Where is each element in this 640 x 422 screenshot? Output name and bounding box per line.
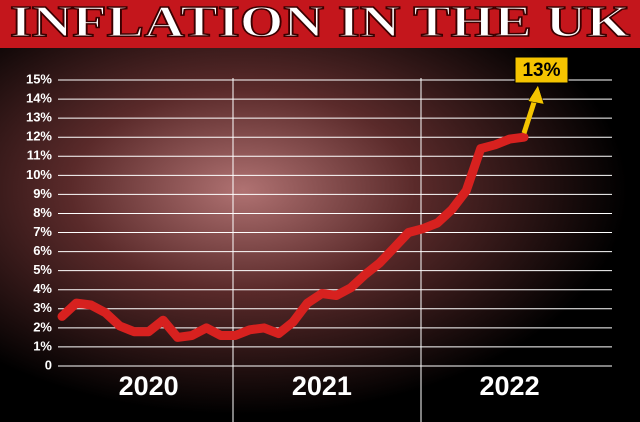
y-tick-label: 10%	[26, 167, 52, 182]
x-tick-label: 2022	[480, 371, 540, 401]
y-tick-label: 14%	[26, 91, 52, 106]
y-tick-label: 4%	[33, 281, 52, 296]
marks: 13%	[57, 56, 569, 342]
annotation-arrowhead	[527, 84, 545, 105]
y-tick-label: 9%	[33, 186, 52, 201]
annotation-box	[514, 56, 569, 84]
x-tick-label: 2021	[292, 371, 352, 401]
y-tick-label: 15%	[26, 71, 52, 86]
y-tick-label: 1%	[33, 338, 52, 353]
y-tick-label: 3%	[33, 300, 52, 315]
x-tick-label: 2020	[119, 371, 179, 401]
y-tick-label: 2%	[33, 319, 52, 334]
y-tick-label: 13%	[26, 110, 52, 125]
title-banner	[0, 0, 640, 48]
y-tick-label: 8%	[33, 205, 52, 220]
y-tick-label: 5%	[33, 262, 52, 277]
y-tick-label: 12%	[26, 129, 52, 144]
y-tick-label: 6%	[33, 243, 52, 258]
inflation-line	[57, 132, 529, 342]
annotation-arrow	[521, 98, 538, 134]
annotation-label: 13%	[522, 60, 560, 81]
y-tick-label: 11%	[27, 148, 53, 163]
y-tick-label: 7%	[33, 224, 52, 239]
chart-title: INFLATION IN THE UK	[10, 0, 630, 46]
y-tick-label: 0	[45, 357, 52, 372]
